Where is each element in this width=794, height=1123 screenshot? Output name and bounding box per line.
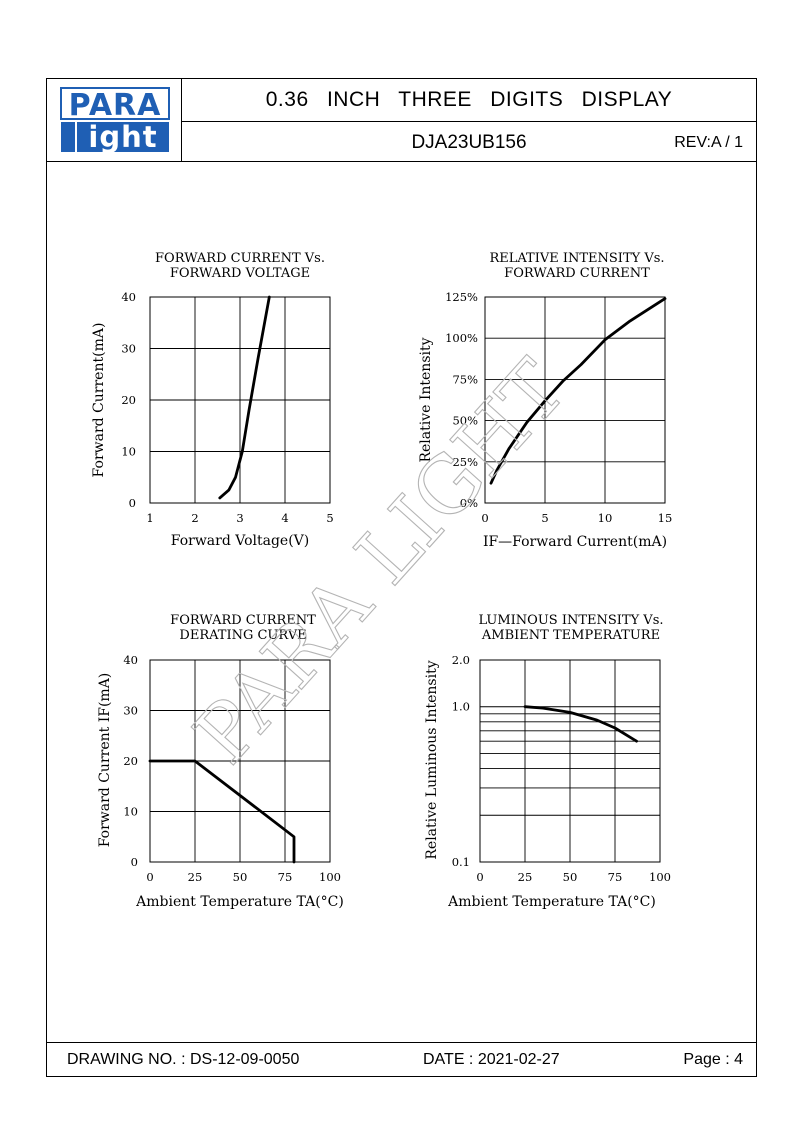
chart-title: FORWARD CURRENT Vs.	[155, 251, 325, 266]
y-tick-label: 75%	[452, 372, 478, 386]
x-tick-label: 50	[233, 870, 248, 884]
y-tick-label: 20	[121, 393, 136, 407]
x-tick-label: 1	[146, 511, 153, 525]
x-tick-label: 25	[188, 870, 203, 884]
x-tick-label: 5	[541, 511, 548, 525]
y-axis-label: Forward Current(mA)	[91, 323, 107, 478]
x-tick-label: 2	[191, 511, 198, 525]
y-tick-label: 10	[121, 445, 136, 459]
watermark: PARA LIGHT	[178, 344, 584, 781]
svg-text:ight: ight	[88, 120, 157, 154]
chart-subtitle: FORWARD CURRENT	[504, 266, 650, 281]
x-tick-label: 10	[598, 511, 613, 525]
drawing-number: DRAWING NO. : DS-12-09-0050	[67, 1051, 300, 1068]
y-tick-label: 0.1	[452, 855, 470, 869]
y-tick-label: 0	[131, 855, 138, 869]
y-tick-label: 50%	[452, 414, 478, 428]
y-tick-label: 10	[123, 805, 138, 819]
part-number: DJA23UB156	[411, 132, 527, 153]
chart-title: FORWARD CURRENT	[170, 613, 316, 628]
data-series-line	[523, 705, 638, 743]
para-light-logo: PARA ight	[60, 87, 170, 154]
data-series-line	[218, 295, 271, 500]
x-tick-label: 25	[518, 870, 533, 884]
chart-title: RELATIVE INTENSITY Vs.	[489, 251, 664, 266]
chart-subtitle: AMBIENT TEMPERATURE	[481, 628, 660, 643]
data-series-line	[148, 759, 296, 864]
datasheet-page: PARA ight 0.36 INCH THREE DIGITS DISPLAY…	[46, 78, 757, 1077]
x-axis-label: Ambient Temperature TA(°C)	[447, 894, 656, 910]
svg-text:PARA: PARA	[69, 88, 162, 123]
chart-subtitle: DERATING CURVE	[179, 628, 306, 643]
y-tick-label: 30	[123, 704, 138, 718]
y-tick-label: 2.0	[452, 653, 470, 667]
document-title: 0.36 INCH THREE DIGITS DISPLAY	[181, 79, 757, 122]
x-tick-label: 100	[319, 870, 341, 884]
y-axis-label: Relative Luminous Intensity	[424, 660, 440, 859]
revision-label: REV:A / 1	[674, 134, 743, 151]
x-tick-label: 0	[146, 870, 153, 884]
x-tick-label: 0	[476, 870, 483, 884]
part-number-row: DJA23UB156 REV:A / 1	[181, 121, 757, 162]
document-date: DATE : 2021-02-27	[423, 1051, 560, 1068]
x-axis-label: Ambient Temperature TA(°C)	[135, 894, 344, 910]
x-tick-label: 50	[563, 870, 578, 884]
y-tick-label: 25%	[452, 455, 478, 469]
plot-frame	[484, 296, 666, 504]
y-tick-label: 125%	[445, 290, 478, 304]
x-axis-label: Forward Voltage(V)	[171, 533, 310, 549]
y-tick-label: 1.0	[452, 700, 470, 714]
y-tick-label: 0	[129, 496, 136, 510]
y-tick-label: 20	[123, 754, 138, 768]
x-tick-label: 0	[481, 511, 488, 525]
x-tick-label: 100	[649, 870, 671, 884]
x-axis-label: IF—Forward Current(mA)	[483, 534, 667, 550]
data-series-line	[489, 297, 667, 485]
y-axis-label: Relative Intensity	[418, 337, 434, 462]
chart-subtitle: FORWARD VOLTAGE	[170, 266, 310, 281]
y-tick-label: 0%	[460, 496, 478, 510]
x-tick-label: 15	[658, 511, 673, 525]
y-tick-label: 100%	[445, 331, 478, 345]
page-footer: DRAWING NO. : DS-12-09-0050 DATE : 2021-…	[47, 1042, 756, 1076]
x-tick-label: 5	[326, 511, 333, 525]
x-tick-label: 75	[608, 870, 623, 884]
x-tick-label: 75	[278, 870, 293, 884]
y-tick-label: 40	[121, 290, 136, 304]
x-tick-label: 3	[236, 511, 243, 525]
y-axis-label: Forward Current IF(mA)	[97, 673, 113, 848]
x-tick-label: 4	[281, 511, 288, 525]
page-number: Page : 4	[683, 1051, 743, 1068]
company-logo: PARA ight	[47, 79, 182, 162]
chart-title: LUMINOUS INTENSITY Vs.	[478, 613, 663, 628]
y-tick-label: 40	[123, 653, 138, 667]
y-tick-label: 30	[121, 342, 136, 356]
